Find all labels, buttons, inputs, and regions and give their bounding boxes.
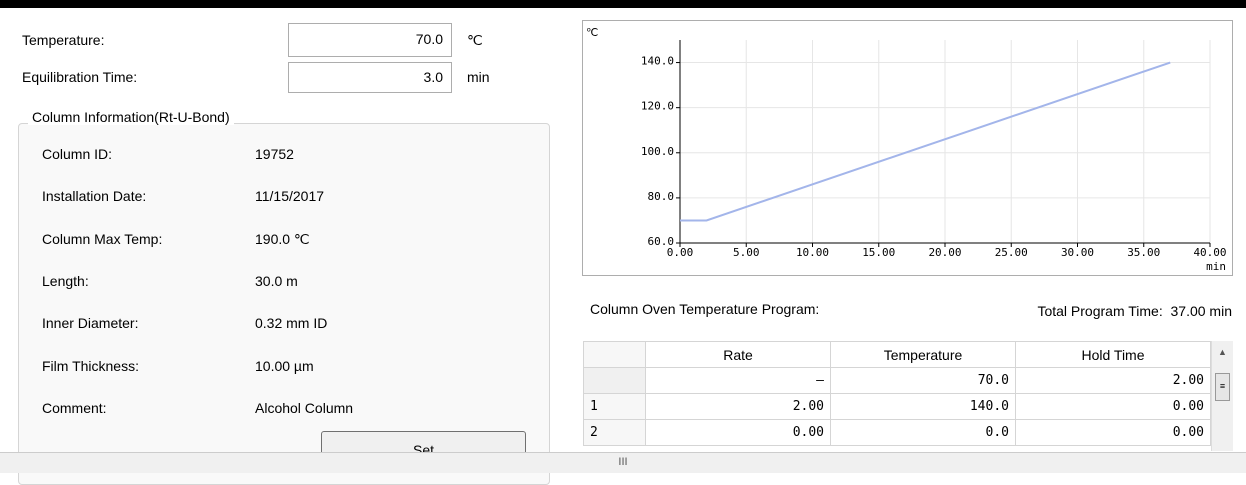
scroll-grip: III bbox=[618, 456, 628, 468]
x-tick-label: 5.00 bbox=[733, 246, 760, 259]
cell: 0.00 bbox=[1015, 393, 1211, 420]
info-value: 10.00 µm bbox=[255, 357, 314, 374]
info-value: Alcohol Column bbox=[255, 399, 354, 416]
table-row: 1 2.00 140.0 0.00 bbox=[583, 393, 1211, 420]
unit: ℃ bbox=[467, 32, 483, 48]
y-tick-label: 100.0 bbox=[641, 145, 674, 158]
top-bar bbox=[0, 0, 1246, 8]
row-header: 1 bbox=[583, 393, 646, 420]
cell: 70.0 bbox=[830, 367, 1016, 394]
x-tick-label: 15.00 bbox=[862, 246, 895, 259]
text-input[interactable]: 3.0 bbox=[288, 62, 452, 93]
total-time: Total Program Time: 37.00 min bbox=[1037, 303, 1232, 319]
info-value: 190.0 ℃ bbox=[255, 230, 310, 247]
cell: 0.00 bbox=[645, 419, 831, 446]
info-label: Length: bbox=[42, 272, 89, 289]
cell: 0.00 bbox=[1015, 419, 1211, 446]
chart: ℃ min 60.0 80.0 100.0 120.0 140.0 0.00 5.00 10.… bbox=[582, 20, 1233, 276]
row-header: 2 bbox=[583, 419, 646, 446]
y-tick-label: 120.0 bbox=[641, 100, 674, 113]
info-value: 19752 bbox=[255, 146, 294, 162]
group-box bbox=[18, 123, 550, 485]
x-tick-label: 35.00 bbox=[1127, 246, 1160, 259]
x-tick-label: 40.00 bbox=[1193, 246, 1226, 259]
x-tick-label: 10.00 bbox=[796, 246, 829, 259]
cell: 2.00 bbox=[1015, 367, 1211, 394]
info-label: Column ID: bbox=[42, 146, 113, 162]
column-header: Hold Time bbox=[1015, 341, 1211, 368]
x-tick-label: 20.00 bbox=[928, 246, 961, 259]
info-label: Column Max Temp: bbox=[42, 230, 163, 247]
row-header bbox=[583, 341, 646, 368]
column-header: Rate bbox=[645, 341, 831, 368]
y-tick-label: 80.0 bbox=[648, 190, 675, 203]
y-tick-label: 140.0 bbox=[641, 55, 674, 68]
program-label: Column Oven Temperature Program: bbox=[590, 301, 820, 317]
cell: – bbox=[645, 367, 831, 394]
group-title: Column Information(Rt-U-Bond) bbox=[28, 109, 234, 125]
x-tick-label: 0.00 bbox=[667, 246, 694, 259]
label: Temperature: bbox=[22, 32, 105, 48]
info-value: 30.0 m bbox=[255, 272, 298, 289]
horizontal-scrollbar[interactable]: III bbox=[0, 452, 1246, 473]
vertical-scrollbar[interactable]: ▲ ≡ bbox=[1211, 341, 1233, 451]
column-header: Temperature bbox=[830, 341, 1016, 368]
info-value: 0.32 mm ID bbox=[255, 315, 328, 332]
y-axis-label: ℃ bbox=[586, 26, 598, 39]
cell: 0.0 bbox=[830, 419, 1016, 446]
text-input[interactable]: 70.0 bbox=[288, 23, 452, 57]
info-label: Inner Diameter: bbox=[42, 315, 139, 332]
unit: min bbox=[467, 69, 490, 85]
row-header bbox=[583, 367, 646, 394]
info-value: 11/15/2017 bbox=[255, 188, 325, 205]
data-line bbox=[680, 61, 1171, 222]
label: Equilibration Time: bbox=[22, 69, 138, 85]
table-row: –70.0 2.00 bbox=[583, 367, 1211, 394]
x-tick-label: 25.00 bbox=[995, 246, 1028, 259]
cell: 140.0 bbox=[830, 393, 1016, 420]
info-label: Comment: bbox=[42, 399, 107, 416]
program-table: Rate Temperature Hold Time –70.0 2.00 1 2.00 14… bbox=[583, 341, 1211, 446]
header-row: Rate Temperature Hold Time bbox=[583, 341, 1211, 368]
info-label: Film Thickness: bbox=[42, 357, 139, 374]
y-tick-label: 60.0 bbox=[648, 235, 675, 248]
cell: 2.00 bbox=[645, 393, 831, 420]
table-row: 2 0.00 0.0 0.00 bbox=[583, 419, 1211, 446]
info-label: Installation Date: bbox=[42, 188, 147, 205]
x-axis-label: min bbox=[1206, 260, 1226, 273]
x-tick-label: 30.00 bbox=[1061, 246, 1094, 259]
